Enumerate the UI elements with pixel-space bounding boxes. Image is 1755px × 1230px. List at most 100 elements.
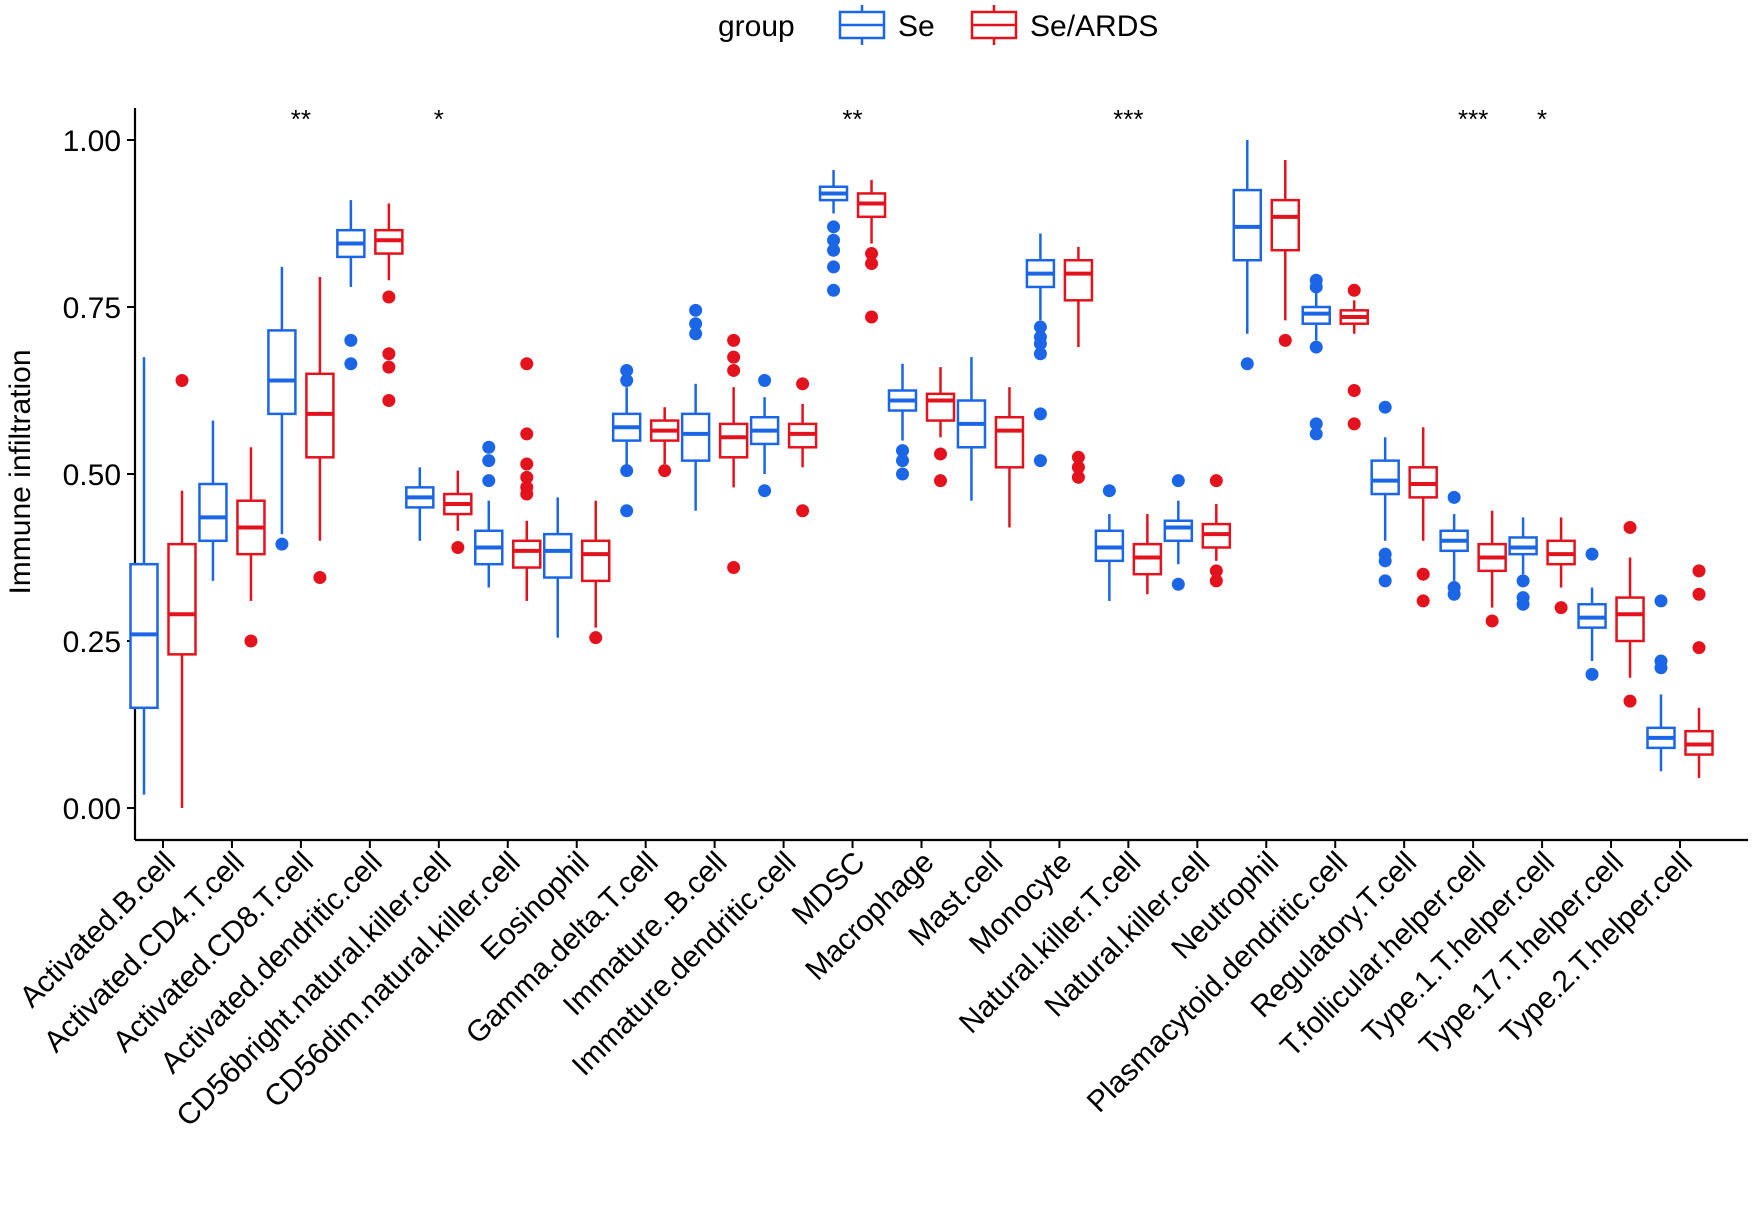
box-se-4 <box>405 467 435 541</box>
box-se-ards-11 <box>925 367 956 488</box>
box-se-ards-6 <box>580 500 611 645</box>
outlier-point <box>658 464 672 478</box>
box-se-9 <box>749 373 780 498</box>
outlier-point <box>727 561 741 575</box>
box-se-11 <box>887 363 918 481</box>
box-se-ards-16 <box>1270 160 1301 347</box>
outlier-point <box>1347 384 1361 397</box>
outlier-point <box>382 290 396 304</box>
box-se-20 <box>1508 517 1538 611</box>
outlier-point <box>1309 427 1323 441</box>
box-body <box>1063 258 1094 302</box>
outlier-point <box>865 310 879 324</box>
box-body <box>1270 198 1301 252</box>
box-se-ards-18 <box>1408 427 1438 608</box>
outlier-point <box>520 357 534 371</box>
box-se-5 <box>474 440 504 588</box>
significance-mark: * <box>1537 104 1547 134</box>
outlier-point <box>727 333 741 347</box>
box-body <box>680 412 711 462</box>
box-body <box>198 482 228 543</box>
outlier-point <box>382 394 396 408</box>
outlier-point <box>827 283 841 297</box>
outlier-point <box>1378 574 1392 588</box>
box-se-19 <box>1439 490 1469 601</box>
box-se-21 <box>1577 547 1607 681</box>
outlier-point <box>1516 597 1530 611</box>
outlier-point <box>934 447 947 461</box>
legend-entry-se-ards: Se/ARDS <box>970 5 1158 45</box>
outlier-point <box>1071 470 1085 484</box>
outlier-point <box>1416 594 1430 608</box>
box-body <box>580 539 611 583</box>
box-se-ards-12 <box>994 387 1025 528</box>
outlier-point <box>865 257 879 271</box>
outlier-point <box>1033 407 1047 421</box>
outlier-point <box>451 540 465 554</box>
outlier-point <box>1033 347 1047 361</box>
box-se-ards-22 <box>1684 564 1714 778</box>
significance-marks: ** * ** *** *** * <box>291 104 1547 134</box>
box-se-ards-13 <box>1063 246 1094 484</box>
outlier-point <box>1585 547 1599 561</box>
outlier-point <box>827 220 841 234</box>
outlier-point <box>727 363 741 377</box>
box-se-8 <box>680 303 711 511</box>
outlier-point <box>827 233 841 247</box>
box-se-ards-17 <box>1339 283 1369 431</box>
box-body <box>994 415 1025 469</box>
box-se-ards-0 <box>167 373 197 808</box>
box-se-14 <box>1094 484 1125 601</box>
legend-label: Se/ARDS <box>1030 10 1158 43</box>
outlier-point <box>1102 484 1116 498</box>
box-se-16 <box>1232 140 1263 371</box>
outlier-point <box>1485 614 1499 628</box>
outlier-point <box>382 347 396 361</box>
outlier-point <box>896 454 909 468</box>
y-tick-label: 0.75 <box>63 292 121 325</box>
outlier-point <box>1033 454 1047 468</box>
box-se-ards-7 <box>649 407 680 478</box>
outlier-point <box>1309 340 1323 354</box>
outlier-point <box>1692 564 1706 578</box>
outlier-point <box>344 357 358 371</box>
outlier-point <box>520 487 534 501</box>
outlier-point <box>758 373 772 387</box>
box-se-ards-15 <box>1201 474 1232 588</box>
outlier-point <box>313 571 327 585</box>
box-body <box>1615 596 1645 643</box>
outlier-point <box>1309 417 1323 431</box>
outlier-point <box>244 634 258 648</box>
y-tick-label: 0.00 <box>63 793 121 826</box>
outlier-point <box>1585 667 1599 681</box>
box-se-18 <box>1370 400 1400 588</box>
box-se-17 <box>1301 273 1331 441</box>
outlier-point <box>896 444 909 458</box>
outlier-point <box>1554 601 1568 615</box>
box-se-ards-5 <box>512 357 542 601</box>
outlier-point <box>589 631 603 645</box>
outlier-point <box>1209 474 1223 488</box>
outlier-point <box>1240 357 1254 371</box>
outlier-point <box>344 333 358 347</box>
box-body <box>925 392 956 422</box>
legend-entry-se: Se <box>838 5 935 45</box>
outlier-point <box>827 260 841 274</box>
y-axis: 0.00 0.25 0.50 0.75 1.00 <box>63 108 137 840</box>
box-se-ards-9 <box>787 377 818 518</box>
box-se-0 <box>129 357 159 795</box>
significance-mark: ** <box>291 104 311 134</box>
significance-mark: ** <box>842 104 862 134</box>
outlier-point <box>520 427 534 441</box>
box-se-ards-3 <box>374 203 404 408</box>
box-se-1 <box>198 420 228 581</box>
outlier-point <box>482 440 496 454</box>
outlier-point <box>620 464 634 478</box>
outlier-point <box>1347 417 1361 431</box>
outlier-point <box>1654 661 1668 675</box>
outlier-point <box>1623 520 1637 534</box>
outlier-point <box>1171 474 1185 488</box>
outlier-point <box>689 317 703 331</box>
outlier-point <box>896 467 909 481</box>
